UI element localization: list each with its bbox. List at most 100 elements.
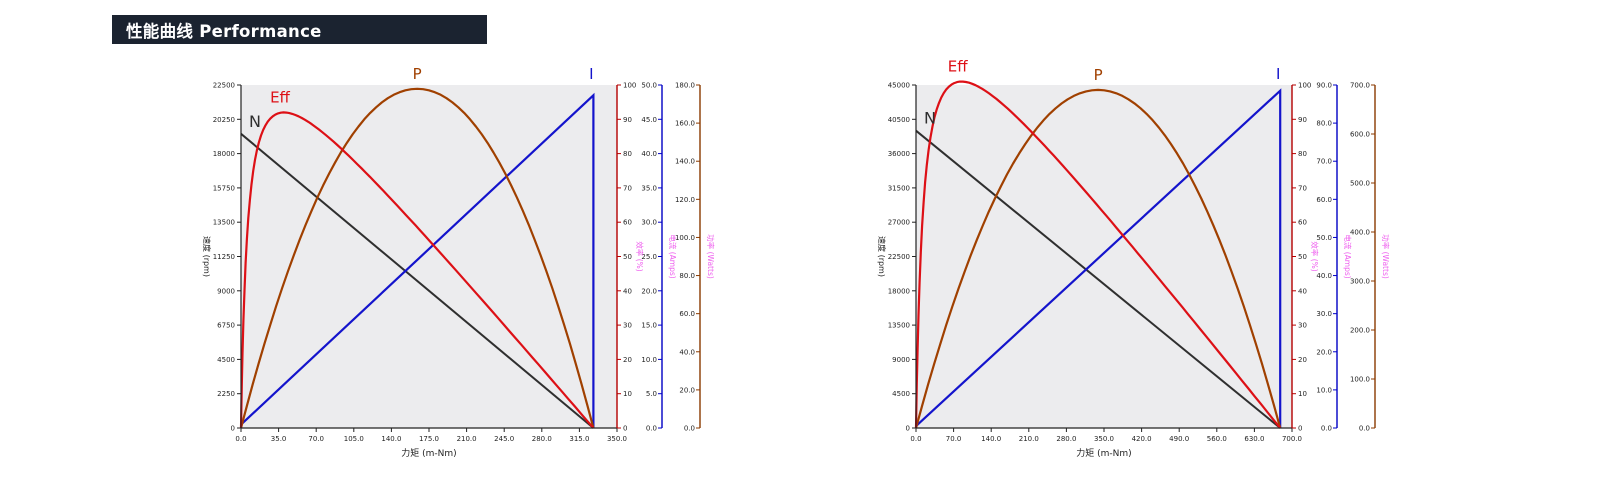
performance-title: 性能曲线 Performance: [126, 21, 322, 41]
current-axis-tick-label: 35.0: [641, 184, 657, 192]
current-axis-tick-label: 50.0: [641, 82, 657, 90]
torque-tick-label: 350.0: [607, 435, 627, 443]
torque-axis-label: 力矩 (m-Nm): [1076, 447, 1131, 459]
power-axis-tick-label: 40.0: [679, 348, 695, 356]
eff-axis-tick-label: 60: [623, 219, 632, 227]
speed-tick-label: 45000: [888, 82, 910, 90]
speed-tick-label: 36000: [888, 150, 910, 158]
power-axis-tick-label: 500.0: [1350, 180, 1370, 188]
eff-axis-tick-label: 90: [1298, 116, 1307, 124]
power-axis-tick-label: 200.0: [1350, 327, 1370, 335]
speed-tick-label: 11250: [213, 253, 235, 261]
current-axis-tick-label: 20.0: [641, 287, 657, 295]
torque-tick-label: 210.0: [1019, 435, 1039, 443]
current-axis-tick-label: 20.0: [1316, 348, 1332, 356]
performance-chart-right: Eff N P I 45000 40500 36000 31500 27000 22500 1800…: [865, 52, 1410, 472]
power-axis-label: 功率 (Watts): [706, 234, 716, 279]
speed-tick-label: 9000: [217, 287, 235, 295]
torque-tick-label: 0.0: [910, 435, 921, 443]
power-axis-tick-label: 20.0: [679, 386, 695, 394]
speed-tick-label: 6750: [217, 322, 235, 330]
torque-tick-label: 35.0: [271, 435, 287, 443]
eff-axis-tick-label: 60: [1298, 219, 1307, 227]
speed-axis-label: 速度 (rpm): [202, 236, 212, 277]
current-axis-tick-label: 15.0: [641, 322, 657, 330]
current-axis-tick-label: 25.0: [641, 253, 657, 261]
curve-power-p: [914, 88, 1282, 429]
torque-axis-label: 力矩 (m-Nm): [401, 447, 456, 459]
torque-tick-label: 560.0: [1207, 435, 1227, 443]
power-axis-label: 功率 (Watts): [1381, 234, 1391, 279]
speed-tick-label: 22500: [213, 82, 235, 90]
current-axis-label: 电流 (Amps): [1343, 234, 1353, 278]
torque-tick-label: 175.0: [419, 435, 439, 443]
current-axis-tick-label: 60.0: [1316, 196, 1332, 204]
performance-chart-left: Eff N P I 22500 20250 18000 15750 13500 11250 9000…: [190, 52, 735, 472]
curve-label-i: I: [1276, 65, 1280, 83]
torque-tick-label: 700.0: [1282, 435, 1302, 443]
power-axis-tick-label: 100.0: [675, 234, 695, 242]
eff-axis-tick-label: 0: [1298, 425, 1302, 433]
curve-label-i: I: [589, 65, 593, 83]
speed-tick-label: 0: [906, 425, 910, 433]
curve-power-p: [239, 87, 595, 429]
torque-tick-label: 630.0: [1244, 435, 1264, 443]
curve-current-i: [915, 88, 1282, 428]
power-axis-tick-label: 120.0: [675, 196, 695, 204]
performance-title-bar: 性能曲线 Performance: [112, 15, 487, 44]
curve-label-eff: Eff: [948, 58, 968, 76]
power-axis-tick-label: 100.0: [1350, 376, 1370, 384]
current-axis-tick-label: 70.0: [1316, 158, 1332, 166]
curve-efficiency: [239, 111, 595, 429]
power-axis-tick-label: 80.0: [679, 272, 695, 280]
eff-axis-tick-label: 10: [1298, 390, 1307, 398]
speed-tick-label: 40500: [888, 116, 910, 124]
current-axis-tick-label: 45.0: [641, 116, 657, 124]
eff-axis-label: 效率 (%): [635, 241, 645, 271]
plot-area: [916, 85, 1292, 428]
eff-axis-tick-label: 40: [623, 287, 632, 295]
curve-speed-n: [240, 133, 595, 429]
current-axis-tick-label: 50.0: [1316, 234, 1332, 242]
torque-tick-label: 350.0: [1094, 435, 1114, 443]
plot-area: [241, 85, 617, 428]
speed-tick-label: 2250: [217, 390, 235, 398]
eff-axis-tick-label: 80: [1298, 150, 1307, 158]
power-axis-tick-label: 60.0: [679, 310, 695, 318]
power-axis-tick-label: 140.0: [675, 158, 695, 166]
eff-axis-tick-label: 70: [1298, 184, 1307, 192]
current-axis-tick-label: 0.0: [646, 425, 657, 433]
power-axis-tick-label: 160.0: [675, 120, 695, 128]
current-axis-tick-label: 30.0: [641, 219, 657, 227]
eff-axis-tick-label: 100: [1298, 82, 1311, 90]
torque-tick-label: 0.0: [235, 435, 246, 443]
curve-label-p: P: [1094, 66, 1103, 84]
current-axis-tick-label: 10.0: [1316, 386, 1332, 394]
torque-tick-label: 420.0: [1132, 435, 1152, 443]
eff-axis-tick-label: 50: [623, 253, 632, 261]
current-axis-tick-label: 80.0: [1316, 120, 1332, 128]
speed-tick-label: 18000: [888, 287, 910, 295]
curve-label-n: N: [249, 112, 261, 131]
torque-tick-label: 280.0: [1056, 435, 1076, 443]
eff-axis-tick-label: 30: [623, 322, 632, 330]
eff-axis-tick-label: 70: [623, 184, 632, 192]
torque-tick-label: 490.0: [1169, 435, 1189, 443]
eff-axis-tick-label: 100: [623, 82, 636, 90]
torque-tick-label: 70.0: [308, 435, 324, 443]
eff-axis-tick-label: 10: [623, 390, 632, 398]
curve-current-i: [240, 92, 595, 428]
eff-axis-tick-label: 20: [1298, 356, 1307, 364]
eff-axis-tick-label: 50: [1298, 253, 1307, 261]
torque-tick-label: 245.0: [494, 435, 514, 443]
current-axis-tick-label: 90.0: [1316, 82, 1332, 90]
torque-tick-label: 70.0: [946, 435, 962, 443]
curve-speed-n: [915, 129, 1281, 429]
eff-axis-tick-label: 90: [623, 116, 632, 124]
current-axis-tick-label: 40.0: [641, 150, 657, 158]
speed-tick-label: 4500: [217, 356, 235, 364]
speed-tick-label: 18000: [213, 150, 235, 158]
